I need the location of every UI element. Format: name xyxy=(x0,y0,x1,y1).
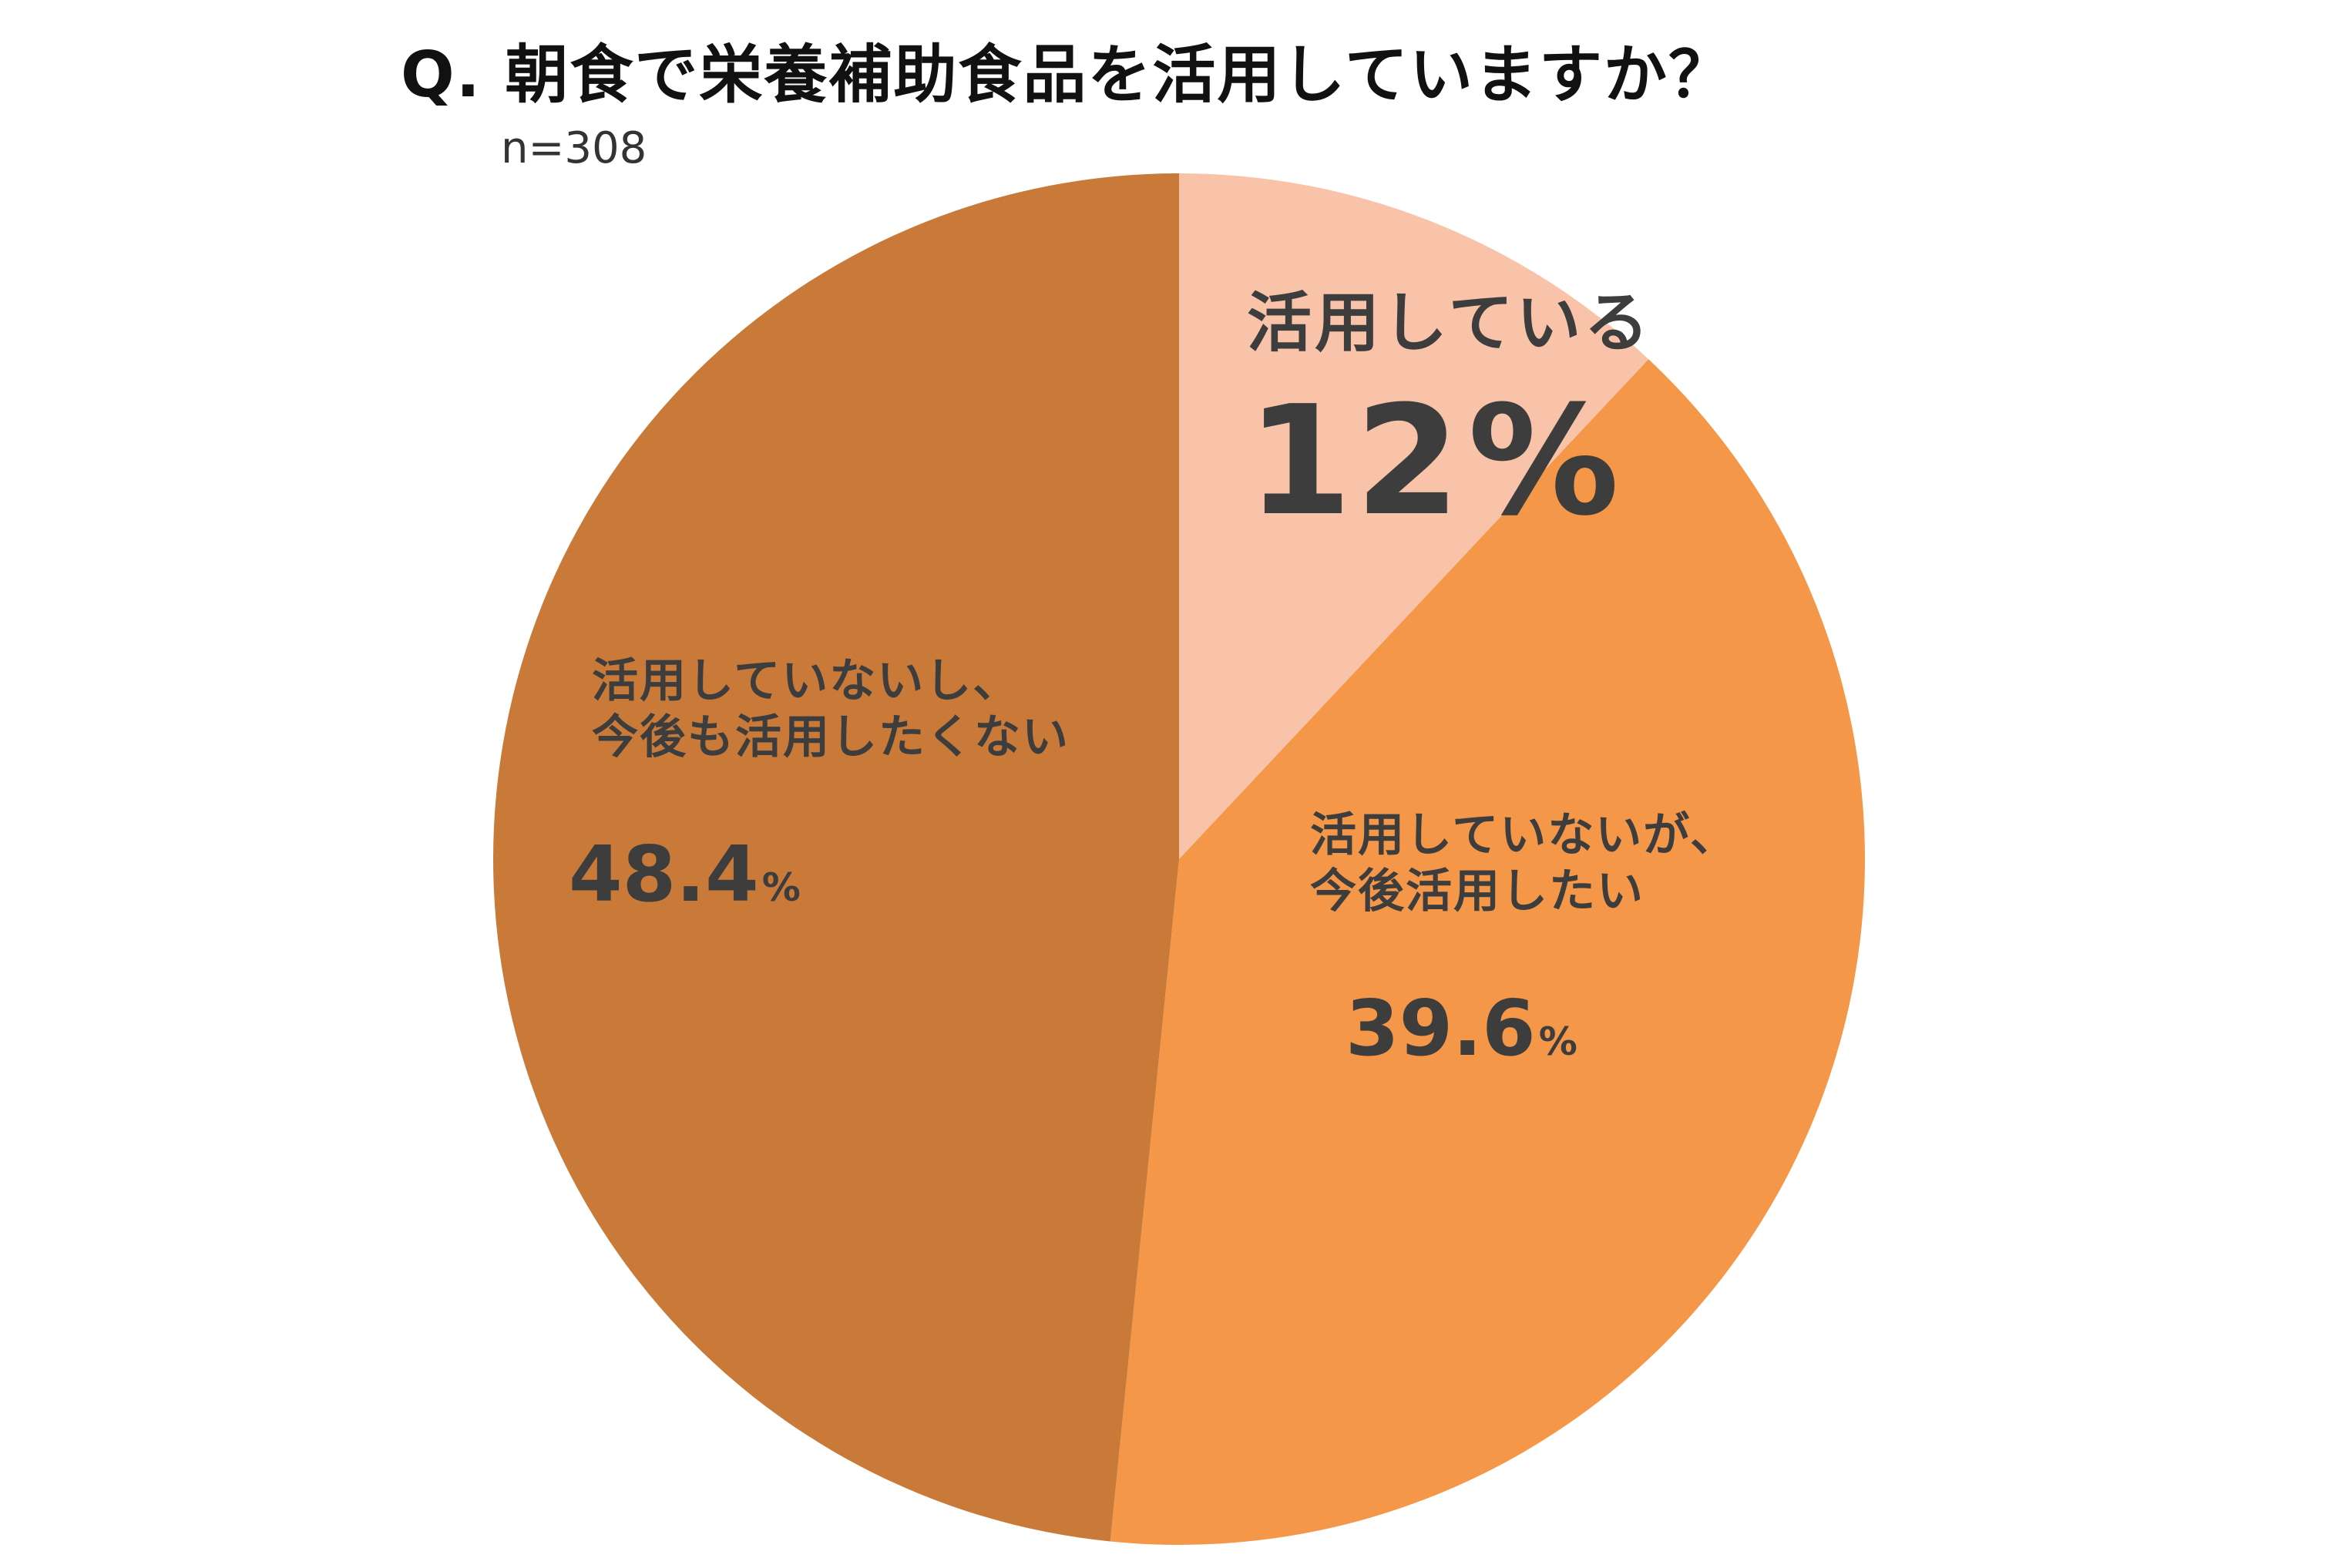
slice-unit: % xyxy=(1467,374,1623,550)
slice-unit: % xyxy=(1538,1019,1577,1065)
slice-label-using: 活用している 12% xyxy=(1247,284,1651,555)
slice-unit: % xyxy=(761,865,801,911)
pie-slice-2 xyxy=(493,173,1179,1542)
pie-slice-1 xyxy=(1110,359,1865,1545)
slice-name-line-2: 今後活用したい xyxy=(1310,865,1645,919)
slice-name-line-1: 活用している xyxy=(1247,285,1652,361)
slice-name-line-2: 今後も活用したくない xyxy=(592,710,1070,765)
slice-value: 12 xyxy=(1247,374,1463,550)
slice-name-line-1: 活用していないが、 xyxy=(1310,808,1738,862)
slice-value: 39.6 xyxy=(1346,983,1536,1074)
chart-title: Q. 朝食で栄養補助食品を活用していますか？ xyxy=(401,39,1733,112)
slice-label-not-using: 活用していないし、 今後も活用したくない 48.4% xyxy=(569,653,1070,922)
pie-slice-0 xyxy=(1179,173,1649,859)
slice-label-want-to-use: 活用していないが、 今後活用したい 39.6% xyxy=(1310,808,1738,1076)
sample-size: n=308 xyxy=(501,123,647,173)
slice-value: 48.4 xyxy=(569,829,759,920)
slice-name-line-1: 活用していないし、 xyxy=(592,654,1021,708)
